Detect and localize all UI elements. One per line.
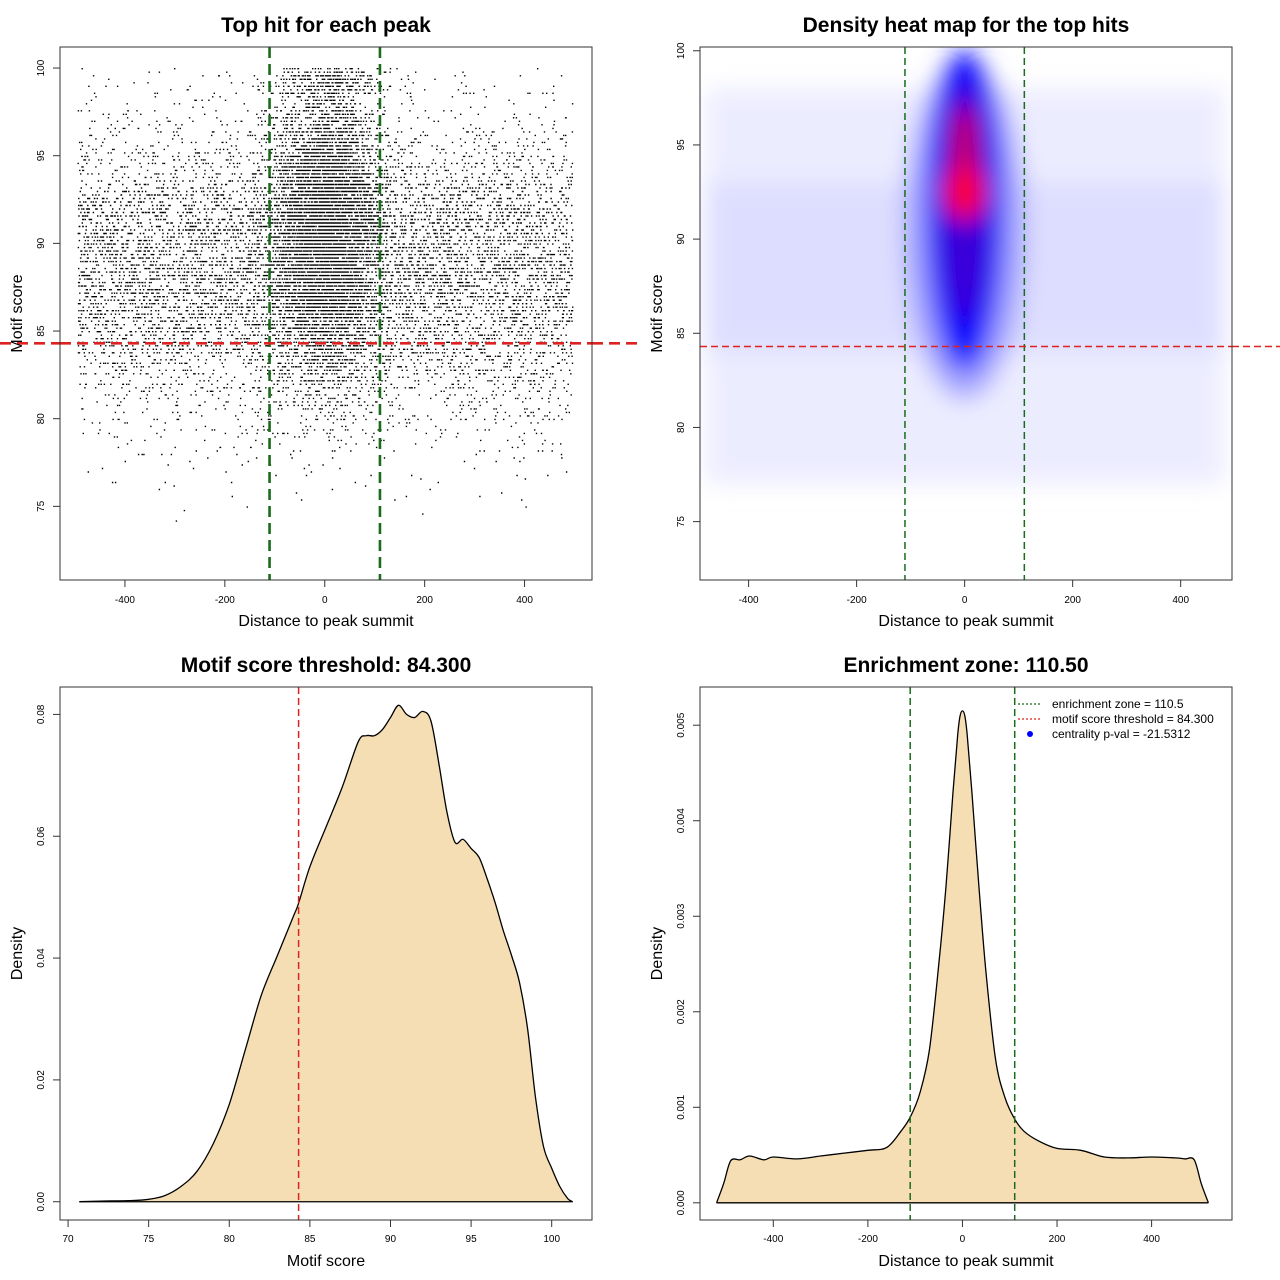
chart-panel-4: -400 -200 0 200 400 0.000 0.001 0.002 0.003 0.004… [649,654,1233,1270]
y-tick-label: 0.00 [36,1192,47,1212]
x-tick-label: 100 [543,1234,560,1245]
x-tick-label: 0 [960,1234,966,1245]
x-tick-label: -400 [763,1234,783,1245]
density-curve [79,704,574,1203]
x-tick-label: 400 [1172,595,1189,606]
chart-title: Enrichment zone: 110.50 [843,654,1088,677]
legend-entry-label: centrality p-val = -21.5312 [1052,727,1191,741]
x-axis-label: Distance to peak summit [878,1253,1054,1270]
y-axis-label: Motif score [649,274,666,352]
x-tick-label: -200 [858,1234,878,1245]
y-tick-label: 75 [36,500,47,512]
x-tick-label: 90 [385,1234,397,1245]
plot-frame [699,686,1233,1221]
x-tick-label: 400 [1143,1234,1160,1245]
plot-area [79,687,574,1220]
density-curve [715,710,1210,1204]
legend-entry-label: enrichment zone = 110.5 [1052,697,1184,711]
plot-area [700,47,1232,580]
chart-panel-1: -400 -200 0 200 400 75 80 85 90 95 100 Top hit for … [0,14,640,630]
y-tick-label: 90 [676,233,687,245]
x-axis-label: Distance to peak summit [878,613,1054,630]
y-tick-label: 90 [36,237,47,249]
x-axis-label: Motif score [287,1253,365,1270]
chart-title: Density heat map for the top hits [803,14,1130,37]
y-tick-label: 0.004 [676,808,687,833]
x-tick-label: -400 [115,595,135,606]
y-axis-label: Density [9,927,26,980]
y-tick-label: 80 [36,413,47,425]
y-tick-label: 0.001 [676,1094,687,1119]
chart-panel-2: -400 -200 0 200 400 75 80 85 90 95 100 Density heat… [649,14,1280,630]
legend-swatch [1027,731,1033,737]
y-tick-label: 95 [36,150,47,162]
plot-frame [59,686,593,1221]
y-tick-label: 85 [676,327,687,339]
y-tick-label: 80 [676,421,687,433]
x-tick-label: -400 [739,595,759,606]
y-tick-label: 85 [36,325,47,337]
y-tick-label: 95 [676,139,687,151]
x-tick-label: -200 [215,595,235,606]
y-tick-label: 0.005 [676,712,687,737]
x-tick-label: -200 [847,595,867,606]
plot-frame [699,46,1233,581]
y-axis-label: Motif score [9,274,26,352]
x-tick-label: 0 [962,595,968,606]
y-tick-label: 75 [676,516,687,528]
density-area [716,710,1209,1203]
x-tick-label: 200 [416,595,433,606]
x-tick-label: 80 [224,1234,236,1245]
plot-area [60,47,592,580]
x-tick-label: 200 [1064,595,1081,606]
y-tick-label: 100 [36,59,47,76]
plot-area [715,687,1210,1220]
y-tick-label: 0.08 [36,704,47,724]
y-tick-label: 0.002 [676,999,687,1024]
x-tick-label: 70 [62,1234,74,1245]
density-area [79,705,573,1202]
plot-frame [59,46,593,581]
y-tick-label: 0.003 [676,903,687,928]
y-tick-label: 100 [676,42,687,59]
x-tick-label: 200 [1049,1234,1066,1245]
x-tick-label: 0 [322,595,328,606]
y-axis-label: Density [649,927,666,980]
y-tick-label: 0.000 [676,1190,687,1215]
scatter-points [77,68,574,522]
x-tick-label: 95 [466,1234,478,1245]
y-tick-label: 0.06 [36,826,47,846]
chart-panel-3: 70 75 80 85 90 95 100 0.00 0.02 0.04 0.06 0.08 Motif… [9,654,593,1270]
chart-title: Top hit for each peak [221,14,431,37]
x-tick-label: 75 [143,1234,155,1245]
chart-title: Motif score threshold: 84.300 [181,654,472,677]
legend-entry-label: motif score threshold = 84.300 [1052,712,1214,726]
density-heatmap [705,50,1224,484]
x-axis-label: Distance to peak summit [238,613,414,630]
y-tick-label: 0.04 [36,948,47,968]
x-tick-label: 85 [304,1234,316,1245]
y-tick-label: 0.02 [36,1070,47,1090]
x-tick-label: 400 [516,595,533,606]
